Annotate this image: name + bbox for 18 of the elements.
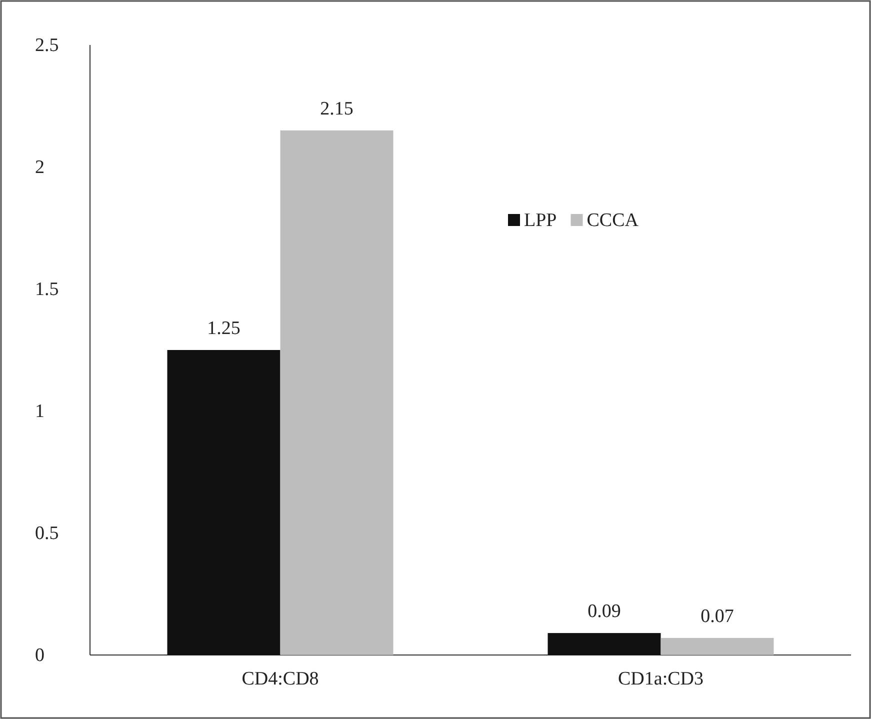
bar: [167, 350, 280, 655]
data-label: 2.15: [320, 98, 354, 120]
data-label: 0.07: [700, 606, 734, 627]
bar: [660, 638, 774, 655]
data-label: 0.09: [588, 601, 621, 622]
bar: [548, 633, 661, 655]
y-tick-label: 1.5: [35, 279, 59, 300]
y-tick-label: 2: [35, 157, 44, 178]
x-tick-label: CD4:CD8: [242, 668, 319, 690]
bar: [280, 130, 394, 655]
y-tick-label: 0: [35, 645, 44, 666]
y-tick-label: 1: [35, 401, 44, 422]
y-tick-label: 2.5: [35, 35, 59, 56]
y-tick-label: 0.5: [35, 523, 59, 544]
x-tick-label: CD1a:CD3: [618, 668, 704, 690]
data-label: 1.25: [207, 318, 240, 339]
legend-label: CCCA: [586, 210, 639, 231]
legend-label: LPP: [524, 210, 557, 231]
